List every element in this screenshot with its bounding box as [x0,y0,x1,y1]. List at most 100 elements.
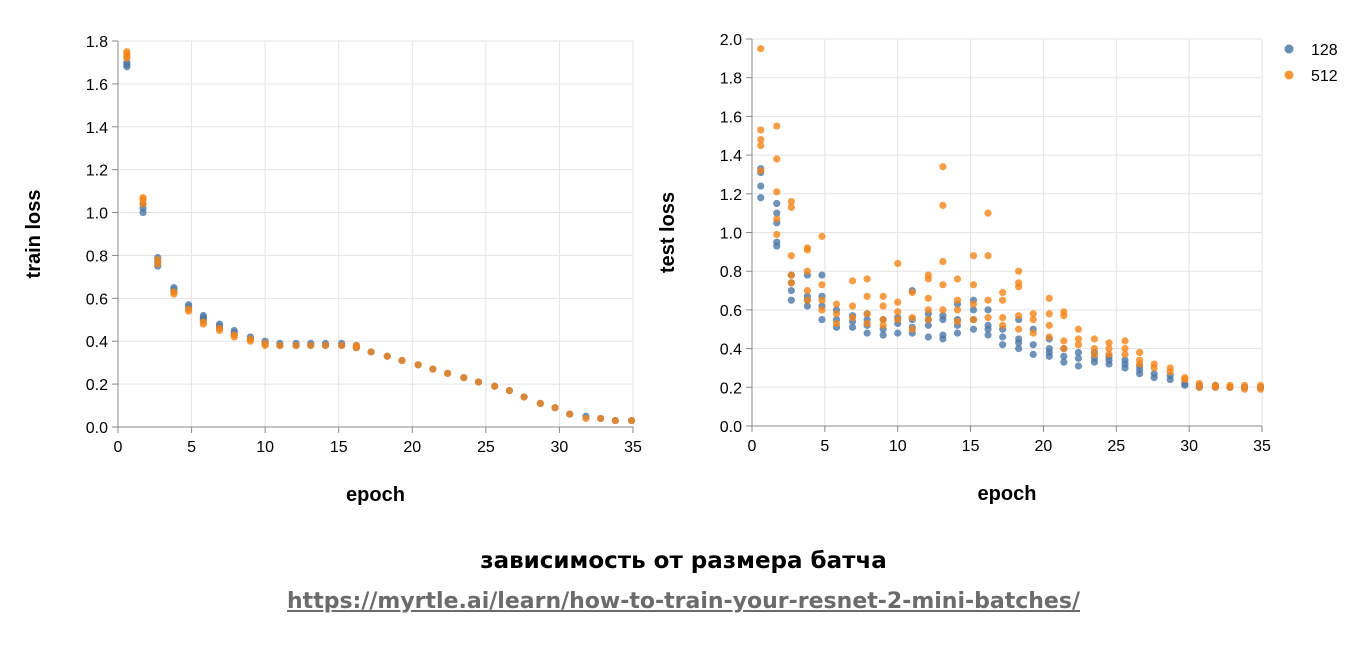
data-point [894,315,902,324]
x-tick-label: 0 [748,438,757,455]
data-point [984,209,992,217]
data-point [1105,339,1113,347]
data-point [1045,294,1053,302]
data-point [787,296,795,304]
y-tick-label: 1.4 [720,148,742,165]
data-point [611,416,619,425]
data-point [924,294,932,302]
data-point [1029,350,1037,359]
data-point [757,126,765,134]
data-point [566,410,574,418]
data-point [1015,283,1023,291]
data-point [924,315,932,324]
data-point [1029,315,1037,324]
data-point [1074,362,1082,370]
series-128 [123,58,636,425]
x-tick-label: 30 [1180,438,1198,455]
y-axis-title: test loss [657,192,679,273]
data-point [953,296,962,304]
data-point [787,252,795,260]
data-point [939,306,947,314]
data-point [352,344,360,352]
data-point [787,197,795,206]
data-point [879,331,887,339]
data-point [832,319,841,328]
data-point [939,163,947,171]
data-point [939,331,947,339]
data-point [894,259,902,268]
data-point [818,296,826,304]
y-tick-label: 0.2 [86,377,108,394]
data-point [757,166,765,175]
data-point [863,275,871,283]
data-point [953,306,962,314]
data-point [773,188,781,196]
data-point [1045,345,1053,353]
data-point [908,314,916,322]
x-axis-title: epoch [978,483,1037,505]
data-point [848,302,857,310]
data-point [1029,329,1037,337]
data-point [1121,337,1129,345]
data-point [773,155,781,163]
x-tick-label: 5 [820,438,829,455]
data-point [582,414,590,423]
data-point [1029,310,1037,318]
data-point [185,305,193,313]
test-loss-chart: 0 5 10 15 20 25 30 35 0.0 0.2 0.4 0.6 0.8 1.0 1.2 1.4 1.… [657,32,1271,505]
charts-figure: 0 5 10 15 20 25 30 35 0.0 0.2 0.4 0.6 0.8 1.0 1.2 1.4 1.… [23,32,1338,506]
data-point [474,378,483,386]
data-point [757,194,765,202]
data-point [999,341,1007,349]
data-point [1074,341,1082,349]
y-tick-label: 1.8 [720,71,742,88]
data-point [1121,350,1129,359]
data-point [863,310,871,318]
data-point [757,45,765,53]
data-point [1150,370,1158,378]
data-point [154,256,162,264]
data-point [832,310,841,318]
data-point [1074,348,1082,357]
data-point [444,369,452,377]
data-point [924,275,932,283]
data-point [199,318,207,326]
data-point [1181,375,1189,384]
data-point [848,277,857,285]
data-point [597,414,605,423]
data-point [787,286,795,295]
data-point [908,325,916,333]
data-point [123,48,131,56]
data-point [894,298,902,306]
data-point [1060,337,1068,345]
x-tick-label: 5 [187,439,196,456]
data-point [953,317,962,326]
caption-link[interactable]: https://myrtle.ai/learn/how-to-train-you… [287,589,1080,614]
data-point [908,288,916,297]
data-point [939,312,947,320]
data-point [460,374,468,382]
data-point [848,314,857,322]
data-point [984,321,992,329]
series-512 [123,48,636,425]
data-point [1121,356,1129,364]
data-point [261,339,269,347]
y-tick-label: 1.8 [86,34,108,51]
data-point [773,122,781,130]
data-point [1256,385,1265,393]
data-point [1060,358,1068,366]
data-point [999,321,1007,329]
data-point [773,199,781,208]
data-point [803,246,811,254]
data-point [1015,267,1023,275]
data-point [1045,321,1053,329]
data-point [246,335,255,343]
y-tick-label: 0.2 [720,380,742,397]
x-tick-label: 20 [1035,438,1053,455]
data-point [757,141,765,150]
y-tick-label: 0.6 [720,303,742,320]
data-point [338,341,346,350]
data-point [276,341,284,350]
data-point [1015,325,1023,333]
x-tick-label: 20 [403,439,421,456]
